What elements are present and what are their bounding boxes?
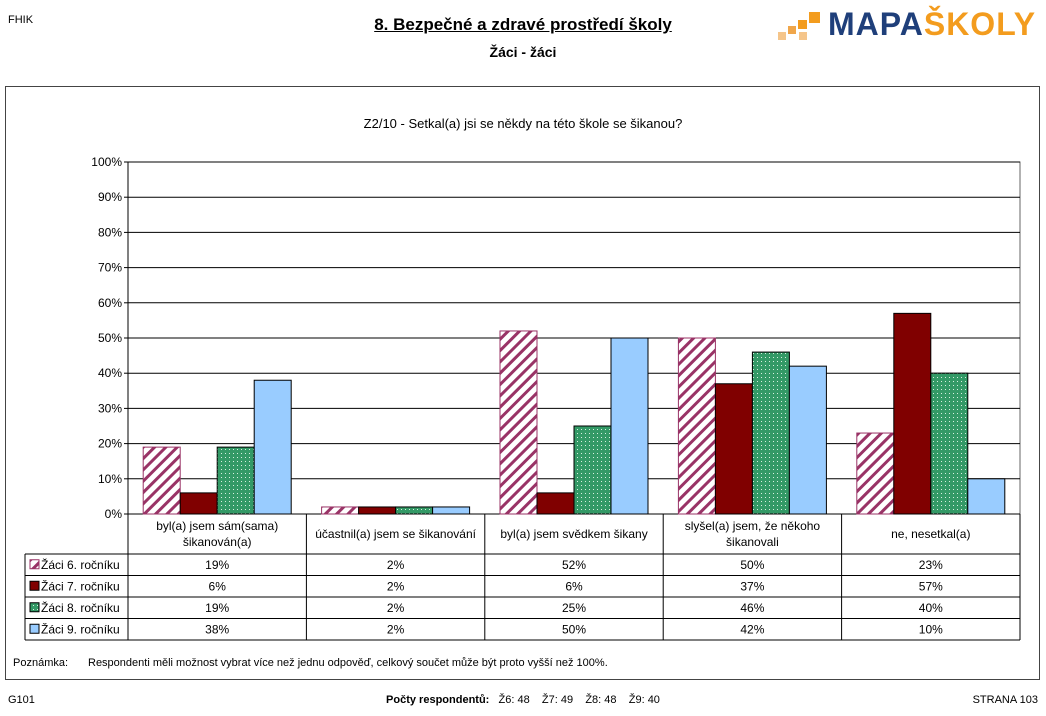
respondent-counts-label: Počty respondentů: bbox=[386, 694, 490, 706]
y-tick-label: 40% bbox=[98, 366, 122, 380]
y-tick-label: 80% bbox=[98, 225, 122, 239]
footnote: Poznámka: Respondenti měli možnost vybrat… bbox=[13, 657, 608, 669]
y-tick-label: 90% bbox=[98, 190, 122, 204]
page-title-text: 8. Bezpečné a zdravé prostředí školy bbox=[374, 15, 672, 34]
chart-title: Z2/10 - Setkal(a) jsi se někdy na této š… bbox=[363, 116, 683, 131]
logo-text-mapa: MAPA bbox=[828, 6, 924, 42]
y-tick-label: 20% bbox=[98, 437, 122, 451]
bar bbox=[358, 506, 397, 515]
legend-label: Žáci 9. ročníku bbox=[41, 621, 120, 636]
y-tick-label: 50% bbox=[98, 331, 122, 345]
y-tick-label: 100% bbox=[91, 155, 122, 169]
data-label: 50% bbox=[740, 558, 764, 572]
bar bbox=[536, 492, 575, 515]
legend-swatch bbox=[29, 602, 40, 613]
bar bbox=[395, 506, 434, 515]
bar bbox=[751, 351, 790, 515]
y-tick-label: 60% bbox=[98, 296, 122, 310]
x-tick-label: účastnil(a) jsem se šikanování bbox=[315, 527, 476, 541]
footer-code: G101 bbox=[8, 694, 35, 706]
logo-text: MAPAŠKOLY bbox=[828, 6, 1036, 43]
data-label: 37% bbox=[740, 579, 764, 593]
x-tick-label: slyšel(a) jsem, že někoho bbox=[685, 519, 821, 533]
respondent-counts: Počty respondentů: Ž6: 48 Ž7: 49 Ž8: 48 … bbox=[0, 694, 1046, 706]
legend-label: Žáci 8. ročníku bbox=[41, 600, 120, 615]
data-label: 57% bbox=[919, 579, 943, 593]
bar bbox=[142, 446, 181, 515]
x-tick-label: ne, nesetkal(a) bbox=[891, 527, 970, 541]
data-label: 40% bbox=[919, 601, 943, 615]
data-label: 50% bbox=[562, 622, 586, 636]
data-label: 42% bbox=[740, 622, 764, 636]
bar bbox=[788, 365, 827, 515]
data-label: 2% bbox=[387, 579, 405, 593]
data-label: 52% bbox=[562, 558, 586, 572]
y-tick-label: 70% bbox=[98, 261, 122, 275]
footnote-text: Respondenti měli možnost vybrat více než… bbox=[88, 657, 608, 669]
bars bbox=[142, 312, 1006, 515]
logo-squares-icon bbox=[778, 12, 820, 40]
bar bbox=[432, 506, 471, 515]
legend-swatch bbox=[29, 559, 40, 570]
bar bbox=[499, 330, 538, 515]
x-tick-label: šikanován(a) bbox=[183, 535, 252, 549]
bar bbox=[610, 337, 649, 515]
form-code: FHIK bbox=[8, 14, 34, 26]
data-table: byl(a) jsem sám(sama) šikanován(a) účastni… bbox=[24, 514, 1021, 641]
data-label: 38% bbox=[205, 622, 229, 636]
chart-frame bbox=[5, 86, 1040, 680]
data-label: 23% bbox=[919, 558, 943, 572]
bar bbox=[930, 372, 969, 515]
bar bbox=[893, 312, 932, 515]
bar bbox=[216, 446, 255, 515]
legend-swatch bbox=[29, 580, 40, 591]
data-label: 25% bbox=[562, 601, 586, 615]
data-label: 10% bbox=[919, 622, 943, 636]
respondent-counts-values: Ž6: 48 Ž7: 49 Ž8: 48 Ž9: 40 bbox=[498, 694, 660, 706]
bar bbox=[714, 383, 753, 515]
y-tick-label: 10% bbox=[98, 472, 122, 486]
bar bbox=[321, 506, 360, 515]
bar bbox=[967, 478, 1006, 515]
bar bbox=[179, 492, 218, 515]
y-tick-label: 30% bbox=[98, 401, 122, 415]
data-label: 19% bbox=[205, 601, 229, 615]
legend-label: Žáci 7. ročníku bbox=[41, 578, 120, 593]
bar bbox=[573, 425, 612, 515]
x-tick-label: šikanovali bbox=[726, 535, 779, 549]
bar bbox=[856, 432, 895, 515]
x-tick-label: byl(a) jsem sám(sama) bbox=[156, 519, 278, 533]
footnote-label: Poznámka: bbox=[13, 657, 69, 669]
page-title: 8. Bezpečné a zdravé prostředí školy bbox=[0, 15, 1046, 35]
data-label: 2% bbox=[387, 558, 405, 572]
y-tick-label: 0% bbox=[105, 507, 123, 521]
legend-label: Žáci 6. ročníku bbox=[41, 557, 120, 572]
bar bbox=[253, 379, 292, 515]
x-tick-label: byl(a) jsem svědkem šikany bbox=[500, 527, 647, 541]
mapa-skoly-logo: MAPAŠKOLY bbox=[778, 6, 1035, 44]
data-label: 6% bbox=[565, 579, 583, 593]
data-label: 46% bbox=[740, 601, 764, 615]
bar bbox=[677, 337, 716, 515]
logo-text-skoly: ŠKOLY bbox=[923, 6, 1037, 42]
page-number: STRANA 103 bbox=[972, 694, 1038, 706]
data-label: 19% bbox=[205, 558, 229, 572]
data-label: 6% bbox=[209, 579, 227, 593]
data-label: 2% bbox=[387, 622, 405, 636]
data-label: 2% bbox=[387, 601, 405, 615]
legend-swatch bbox=[29, 623, 40, 634]
page-subtitle: Žáci - žáci bbox=[489, 44, 557, 60]
